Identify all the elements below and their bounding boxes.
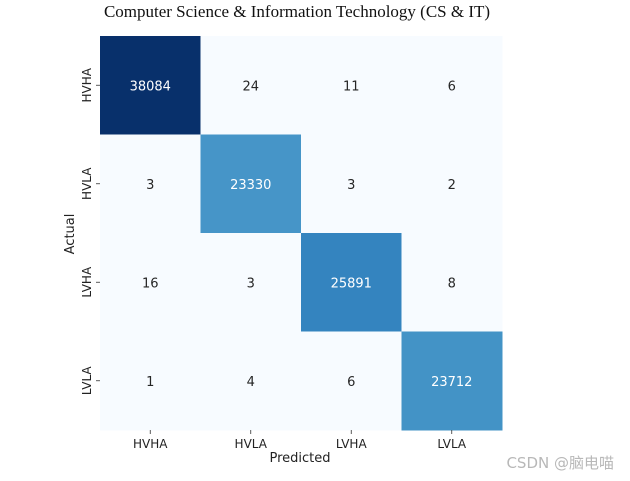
- heatmap-cell: [401, 331, 503, 431]
- x-axis-label: Predicted: [269, 451, 330, 466]
- y-tick-label: HVHA: [80, 67, 94, 102]
- cell-value: 11: [343, 79, 360, 94]
- heatmap-cell: [100, 233, 201, 332]
- watermark: CSDN @脑电喵: [506, 454, 614, 472]
- cell-value: 6: [448, 79, 456, 94]
- heatmap-cell: [200, 134, 302, 234]
- x-tick-label: LVHA: [336, 437, 368, 451]
- heatmap-cell: [100, 134, 201, 234]
- y-axis-ticks: HVHA HVLA LVHA LVLA: [80, 67, 100, 395]
- heatmap-cell: [401, 233, 503, 332]
- y-tick-label: LVHA: [80, 266, 94, 298]
- x-axis-ticks: HVHA HVLA LVHA LVLA: [133, 430, 467, 451]
- cell-value: 4: [247, 375, 255, 390]
- cell-value: 23330: [230, 178, 271, 193]
- y-tick-label: LVLA: [80, 366, 94, 396]
- y-axis-label: Actual: [63, 214, 78, 255]
- heatmap-cell: [301, 331, 402, 431]
- cell-value: 16: [142, 276, 159, 291]
- cell-value: 6: [347, 375, 355, 390]
- heatmap-cell: [301, 134, 402, 234]
- heatmap-cell: [100, 36, 201, 135]
- x-tick-label: HVHA: [133, 437, 168, 451]
- heatmap-cell: [401, 134, 503, 234]
- cell-value: 3: [247, 276, 255, 291]
- heatmap-cell: [301, 36, 402, 135]
- cell-value: 25891: [331, 276, 372, 291]
- chart-title: Computer Science & Information Technolog…: [103, 2, 491, 21]
- heatmap-cells: [100, 36, 503, 431]
- x-tick-label: HVLA: [235, 437, 268, 451]
- heatmap-cell: [100, 331, 201, 431]
- cell-annotations: 38084 24 11 6 3 23330 3 2 16 3 25891 8 1 4 6 23712: [130, 79, 473, 390]
- heatmap-cell: [200, 233, 302, 332]
- cell-value: 1: [146, 375, 154, 390]
- heatmap-cell: [301, 233, 402, 332]
- heatmap-cell: [200, 36, 302, 135]
- y-tick-label: HVLA: [80, 167, 94, 200]
- x-tick-label: LVLA: [437, 437, 467, 451]
- cell-value: 3: [146, 178, 154, 193]
- cell-value: 2: [448, 178, 456, 193]
- cell-value: 8: [448, 276, 456, 291]
- heatmap-cell: [401, 36, 503, 135]
- cell-value: 24: [242, 79, 259, 94]
- cell-value: 3: [347, 178, 355, 193]
- cell-value: 23712: [431, 375, 472, 390]
- heatmap-cell: [200, 331, 302, 431]
- cell-value: 38084: [130, 79, 171, 94]
